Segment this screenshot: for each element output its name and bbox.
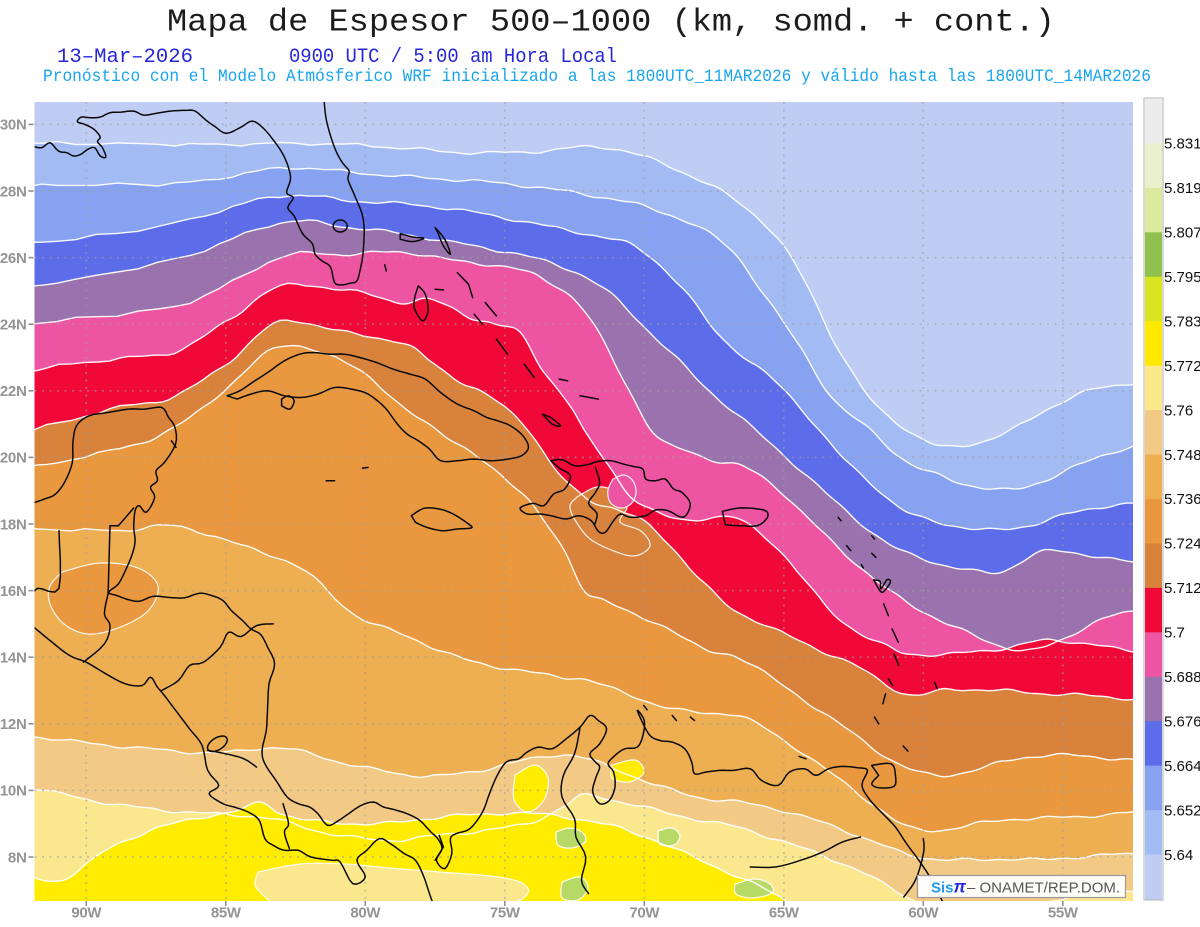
svg-text:26N: 26N: [0, 250, 27, 267]
svg-text:12N: 12N: [0, 716, 27, 733]
svg-text:5.712: 5.712: [1164, 580, 1200, 597]
svg-text:60W: 60W: [908, 905, 939, 922]
svg-text:5.748: 5.748: [1164, 447, 1200, 464]
svg-text:10N: 10N: [0, 783, 27, 800]
svg-text:8N: 8N: [8, 849, 27, 866]
svg-text:13–Mar–2026: 13–Mar–2026: [57, 46, 193, 69]
svg-text:5.664: 5.664: [1164, 758, 1200, 775]
svg-text:80W: 80W: [350, 905, 381, 922]
svg-text:5.795: 5.795: [1164, 269, 1200, 286]
svg-text:55W: 55W: [1048, 905, 1079, 922]
svg-text:5.772: 5.772: [1164, 358, 1200, 375]
svg-text:5.652: 5.652: [1164, 802, 1200, 819]
svg-text:5.64: 5.64: [1164, 847, 1193, 864]
svg-text:65W: 65W: [769, 905, 800, 922]
svg-text:5.724: 5.724: [1164, 536, 1200, 553]
svg-text:0900 UTC / 5:00 am Hora Local: 0900 UTC / 5:00 am Hora Local: [289, 46, 617, 69]
svg-text:14N: 14N: [0, 650, 27, 667]
svg-text:5.783: 5.783: [1164, 313, 1200, 330]
svg-text:5.736: 5.736: [1164, 491, 1200, 508]
svg-text:20N: 20N: [0, 450, 27, 467]
svg-text:5.807: 5.807: [1164, 225, 1200, 242]
svg-text:5.7: 5.7: [1164, 625, 1185, 642]
svg-text:30N: 30N: [0, 117, 27, 134]
svg-text:75W: 75W: [490, 905, 521, 922]
svg-text:90W: 90W: [71, 905, 102, 922]
svg-text:5.76: 5.76: [1164, 402, 1193, 419]
svg-text:5.688: 5.688: [1164, 669, 1200, 686]
svg-text:Mapa de Espesor 500–1000 (km,: Mapa de Espesor 500–1000 (km, somd. + co…: [167, 6, 1055, 41]
svg-text:5.831: 5.831: [1164, 136, 1200, 153]
svg-text:28N: 28N: [0, 183, 27, 200]
svg-text:5.819: 5.819: [1164, 180, 1200, 197]
svg-text:Sisπ– ONAMET/REP.DOM.: Sisπ– ONAMET/REP.DOM.: [931, 877, 1120, 897]
svg-text:22N: 22N: [0, 383, 27, 400]
svg-text:85W: 85W: [211, 905, 242, 922]
svg-text:5.676: 5.676: [1164, 713, 1200, 730]
svg-text:18N: 18N: [0, 516, 27, 533]
svg-text:24N: 24N: [0, 317, 27, 334]
svg-text:Pronóstico con el Modelo Atmós: Pronóstico con el Modelo Atmósferico WRF…: [43, 67, 1151, 87]
svg-text:70W: 70W: [629, 905, 660, 922]
svg-text:16N: 16N: [0, 583, 27, 600]
